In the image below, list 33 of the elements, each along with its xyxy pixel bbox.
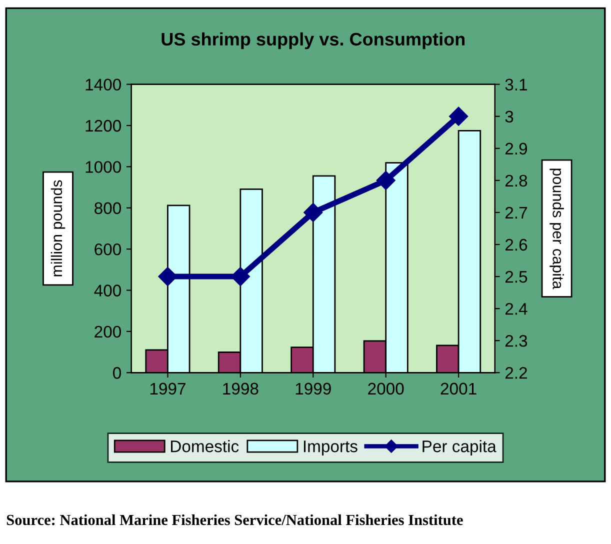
legend-label: Per capita (422, 440, 496, 456)
x-tick-label: 1997 (150, 382, 186, 395)
y2-tick-label: 2.8 (505, 174, 528, 187)
y2-axis-title: pounds per capita (550, 168, 564, 290)
y2-tick-label: 3 (505, 110, 514, 123)
y-tick-label: 0 (113, 367, 121, 379)
point (304, 202, 323, 222)
y2-tick-label: 2.5 (505, 270, 528, 283)
y-tick-label: 400 (94, 284, 121, 296)
y-tick-label: 1000 (86, 161, 121, 173)
y-tick-label: 1400 (86, 78, 121, 91)
y-axis-title: million pounds (50, 180, 66, 276)
y2-tick-label: 2.3 (505, 335, 528, 347)
point (449, 106, 468, 126)
source-note: Source: National Marine Fisheries Service/National Fisheries Institute (6, 514, 463, 526)
legend-label: Imports (304, 440, 358, 456)
x-tick-label: 2000 (368, 382, 404, 395)
y2-tick-label: 2.9 (505, 142, 528, 155)
y-tick-label: 800 (94, 202, 121, 214)
x-tick-label: 1999 (296, 382, 331, 395)
y2-tick-label: 2.4 (505, 302, 528, 315)
x-tick-label: 1998 (223, 382, 258, 395)
y2-tick-label: 3.1 (505, 78, 527, 91)
point (376, 170, 396, 190)
y-tick-label: 200 (94, 326, 121, 338)
y2-tick-label: 2.2 (505, 367, 527, 379)
y-tick-label: 600 (94, 243, 121, 256)
x-tick-label: 2001 (440, 382, 476, 395)
y2-tick-label: 2.6 (505, 238, 528, 251)
y-tick-label: 1200 (86, 120, 121, 132)
y2-tick-label: 2.7 (505, 206, 527, 218)
chart-title: US shrimp supply vs. Consumption (162, 32, 465, 50)
legend-label: Domestic (171, 440, 239, 452)
